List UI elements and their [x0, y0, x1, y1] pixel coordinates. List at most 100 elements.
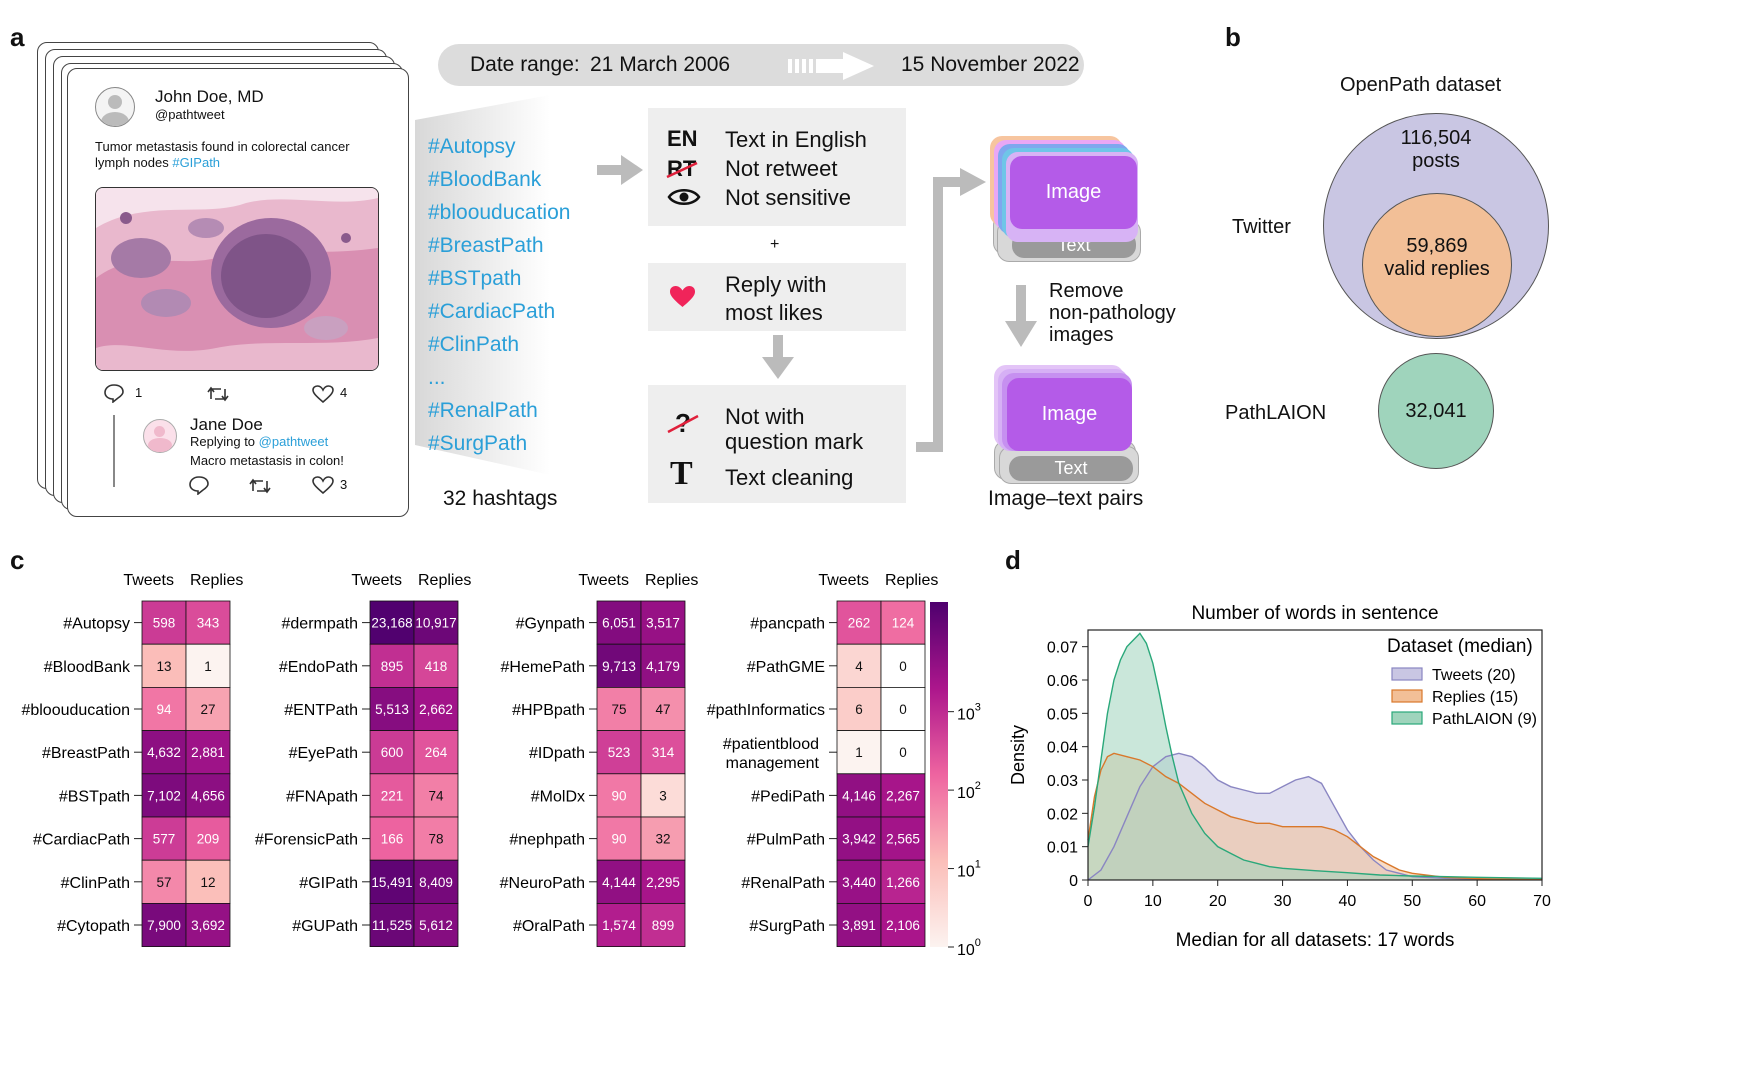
legend-swatch	[1391, 711, 1423, 725]
x-tick-label: 20	[1209, 893, 1227, 910]
cell-value: 418	[425, 659, 448, 674]
y-tick-label: 0.07	[1047, 640, 1078, 657]
date-range-bar: Date range: 21 March 2006 15 November 20…	[438, 44, 1084, 86]
cell-value: 3,891	[842, 918, 876, 933]
heatmap-cell	[880, 773, 926, 818]
heart-outline-icon[interactable]	[312, 476, 334, 495]
x-tick-label: 40	[1339, 893, 1357, 910]
cell-value: 262	[848, 616, 871, 631]
date-range-end: 15 November 2022	[901, 53, 1080, 76]
cell-value: 124	[892, 616, 915, 631]
date-range-label: Date range:	[470, 53, 580, 76]
colorbar-label: 100	[957, 937, 981, 959]
x-tick-label: 50	[1403, 893, 1421, 910]
cell-value: 0	[899, 659, 907, 674]
pathlaion-circle	[1378, 353, 1494, 469]
legend-label: PathLAION (9)	[1432, 711, 1537, 728]
hashtag-item[interactable]: #BloodBank	[428, 168, 542, 191]
hashtag-item[interactable]: #ClinPath	[428, 333, 520, 356]
cell-value: 577	[153, 832, 176, 847]
cell-value: 166	[381, 832, 404, 847]
heatmap-cell	[596, 902, 642, 947]
x-tick-label: 30	[1274, 893, 1292, 910]
heatmap-cell	[640, 859, 686, 904]
hashtag-count: 32 hashtags	[443, 487, 558, 510]
heatmap-cell	[369, 687, 415, 732]
funnel-shape	[415, 95, 550, 475]
row-label: #CardiacPath	[33, 832, 130, 849]
cell-value: 5,612	[419, 918, 453, 933]
row-label: #SurgPath	[749, 918, 825, 935]
arrow-down-icon	[762, 335, 794, 379]
reply-replying-to: Replying to @pathtweet	[190, 434, 329, 449]
hashtag-item[interactable]: #RenalPath	[428, 399, 538, 422]
tweet-handle: @pathtweet	[155, 107, 225, 122]
hashtag-item[interactable]: #BSTpath	[428, 267, 522, 290]
heatmap-cell	[836, 773, 882, 818]
row-label: #OralPath	[513, 918, 585, 935]
hashtag-item[interactable]: ...	[428, 366, 446, 389]
filter-box-cleaning	[648, 385, 906, 503]
heatmap-cell	[640, 730, 686, 775]
tweet-card: John Doe, MD @pathtweet Tumor metastasis…	[67, 68, 409, 517]
heatmap-cell	[640, 600, 686, 645]
cell-value: 23,168	[371, 616, 412, 631]
reply-icon[interactable]	[103, 383, 125, 403]
tweet-hashtag-link[interactable]: #GIPath	[172, 155, 221, 170]
col-header-tweets: Tweets	[123, 572, 174, 589]
cell-value: 523	[608, 745, 631, 760]
cell-value: 2,565	[886, 832, 920, 847]
heatmap-cell	[369, 816, 415, 861]
like-count: 4	[340, 385, 348, 400]
colorbar-label: 103	[957, 702, 981, 724]
cell-value: 0	[899, 702, 907, 717]
image-block: Image	[1007, 378, 1132, 451]
legend-title: Dataset (median)	[1387, 636, 1533, 657]
retweet-icon[interactable]	[206, 385, 230, 403]
row-label: #bloouducation	[21, 702, 130, 719]
hashtag-item[interactable]: #BreastPath	[428, 234, 544, 257]
row-label: #HPBpath	[512, 702, 585, 719]
col-header-replies: Replies	[645, 572, 698, 589]
heatmap-cell	[413, 859, 459, 904]
hashtag-item[interactable]: #bloouducation	[428, 201, 571, 224]
cell-value: 343	[197, 616, 220, 631]
chart-title: Number of words in sentence	[1191, 603, 1438, 624]
text-block: Text	[1009, 456, 1133, 481]
cell-value: 598	[153, 616, 176, 631]
row-label: #PediPath	[751, 788, 825, 805]
heart-outline-icon[interactable]	[312, 385, 334, 404]
filter-likes-line1: Reply with	[725, 272, 827, 297]
cell-value: 94	[156, 702, 172, 717]
hashtag-item[interactable]: #SurgPath	[428, 432, 528, 455]
heatmap-cell	[141, 773, 187, 818]
cell-value: 57	[156, 875, 171, 890]
cell-value: 1	[204, 659, 212, 674]
hashtag-item[interactable]: #Autopsy	[428, 135, 516, 158]
cell-value: 3,517	[646, 616, 680, 631]
hashtag-item[interactable]: #CardiacPath	[428, 300, 556, 323]
heatmap-cell	[880, 816, 926, 861]
pathlaion-label: PathLAION	[1225, 402, 1327, 424]
y-tick-label: 0.01	[1047, 840, 1078, 857]
row-label: #MolDx	[531, 788, 585, 805]
series-line	[1087, 752, 1543, 881]
heatmap-cell	[596, 643, 642, 688]
heatmap-cell	[369, 600, 415, 645]
legend-swatch	[1391, 689, 1423, 703]
pairs-caption: Image–text pairs	[988, 487, 1144, 510]
cell-value: 78	[428, 832, 443, 847]
heatmap-cell	[413, 902, 459, 947]
row-label: #GIPath	[299, 875, 358, 892]
filter-sensitive: Not sensitive	[725, 185, 851, 210]
replies-circle	[1362, 193, 1512, 337]
reply-icon[interactable]	[188, 475, 210, 495]
series-line	[1087, 632, 1543, 880]
retweet-icon[interactable]	[248, 477, 272, 495]
hashtag-list: #Autopsy #BloodBank #bloouducation #BreastP…	[428, 130, 570, 460]
row-label: #BloodBank	[44, 659, 131, 676]
reply-handle-link[interactable]: @pathtweet	[258, 434, 329, 449]
row-label: #ENTPath	[284, 702, 358, 719]
english-code-icon: EN	[667, 126, 698, 151]
heatmap-cell	[836, 600, 882, 645]
